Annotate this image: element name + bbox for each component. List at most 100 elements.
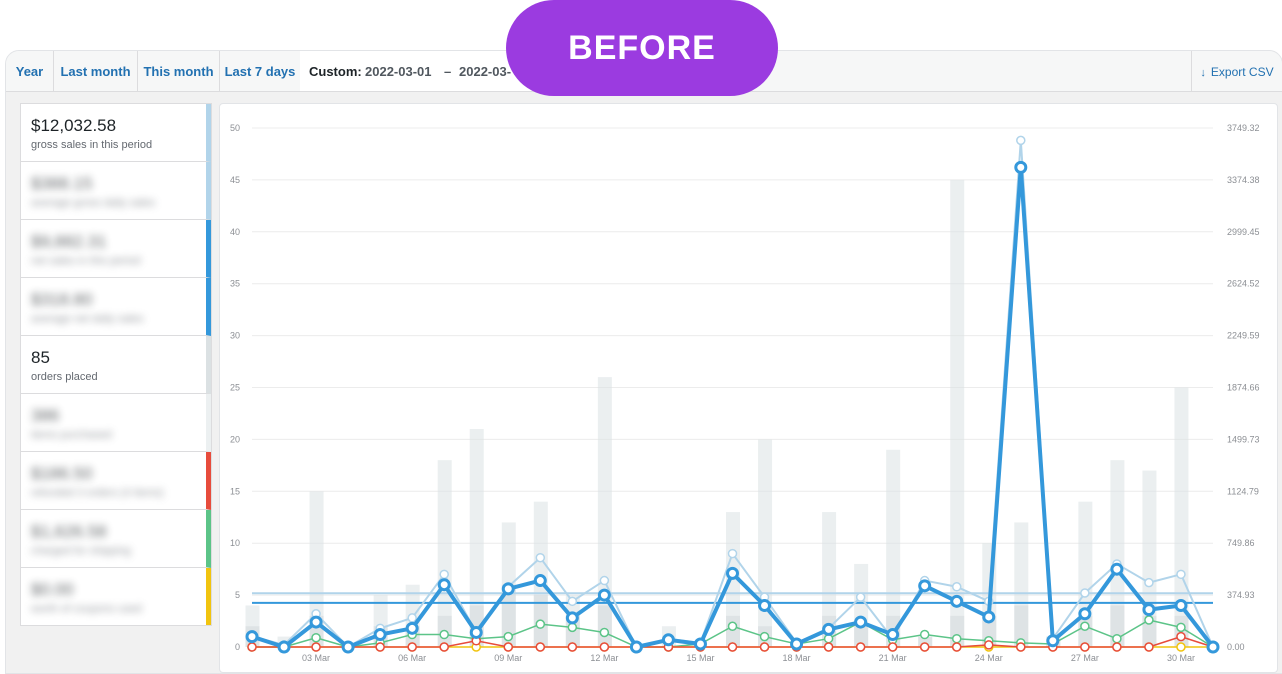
y-tick-label-right: 0.00	[1227, 642, 1245, 652]
before-badge: BEFORE	[506, 0, 778, 96]
legend-label: gross sales in this period	[31, 139, 153, 151]
bar-orders	[886, 449, 901, 647]
net-sales-point	[533, 574, 547, 588]
shipping-point	[535, 619, 546, 629]
legend-label: charged for shipping	[31, 545, 131, 557]
net-sales-point	[1014, 160, 1028, 174]
legend-item[interactable]: 386 items purchased	[21, 394, 211, 452]
net-sales-point	[854, 615, 868, 629]
shipping-point	[1144, 615, 1154, 625]
shipping-point	[1080, 621, 1090, 631]
shipping-point	[727, 621, 738, 631]
bar-orders	[1110, 460, 1125, 647]
net-sales-point	[565, 611, 579, 625]
y-tick-label-right: 3749.32	[1227, 123, 1260, 133]
gross-sales-point	[855, 592, 866, 602]
custom-to-date[interactable]: 2022-03-	[459, 64, 512, 79]
y-tick-label-left: 35	[230, 279, 240, 289]
y-tick-label-left: 5	[235, 590, 240, 600]
gross-sales-point	[1176, 569, 1186, 580]
legend-label: refunded 3 orders (4 items)	[31, 487, 164, 499]
gross-sales-point	[1144, 577, 1154, 588]
shipping-point	[1176, 622, 1186, 633]
refunds-point	[727, 642, 738, 652]
net-sales-point	[437, 578, 451, 592]
refunds-point	[503, 642, 514, 652]
x-tick-label: 12 Mar	[590, 653, 618, 663]
refunds-point	[1016, 642, 1026, 652]
refunds-point	[855, 642, 866, 652]
export-csv-label: Export CSV	[1210, 65, 1274, 79]
y-tick-label-left: 25	[230, 383, 240, 393]
legend-amount: $318.80	[31, 290, 93, 309]
refunds-point	[887, 642, 898, 652]
y-tick-label-right: 374.93	[1227, 590, 1255, 600]
legend-item[interactable]: $9,882.31 net sales in this period	[21, 220, 211, 278]
legend-item[interactable]: $1,626.58 charged for shipping	[21, 510, 211, 568]
legend-amount: $0.00	[31, 580, 74, 599]
legend-label: net sales in this period	[31, 255, 141, 267]
bar-items	[854, 626, 869, 647]
y-tick-label-right: 1499.73	[1227, 434, 1260, 444]
legend-item[interactable]: $0.00 worth of coupons used	[21, 568, 211, 625]
custom-dash: –	[444, 64, 452, 79]
tab-last-month[interactable]: Last month	[54, 51, 138, 91]
y-tick-label-left: 50	[230, 123, 240, 133]
net-sales-point	[661, 633, 675, 647]
legend-label: worth of coupons used	[31, 603, 142, 615]
bar-orders	[437, 460, 452, 647]
refunds-point	[375, 642, 385, 652]
bar-orders	[758, 439, 773, 647]
tab-this-month[interactable]: This month	[138, 51, 220, 91]
legend-item[interactable]: $12,032.58 gross sales in this period	[21, 104, 211, 162]
legend-label: average net daily sales	[31, 313, 144, 325]
gross-sales-point	[599, 575, 610, 586]
x-tick-label: 27 Mar	[1071, 653, 1099, 663]
shipping-point	[919, 629, 930, 640]
y-tick-label-left: 30	[230, 331, 240, 341]
download-arrow-icon: ↓	[1200, 67, 1206, 79]
gross-sales-point	[727, 548, 738, 559]
refunds-point	[1144, 642, 1154, 652]
net-sales-point	[1174, 598, 1188, 612]
custom-from-date[interactable]: 2022-03-01	[365, 64, 432, 79]
gross-sales-point	[1016, 135, 1026, 146]
y-tick-label-right: 2999.45	[1227, 227, 1260, 237]
net-sales-point	[373, 628, 387, 642]
legend-label: average gross daily sales	[31, 197, 156, 209]
refunds-point	[599, 642, 610, 652]
gross-sales-point	[407, 613, 417, 623]
refunds-point	[951, 642, 962, 652]
legend-amount: $186.50	[31, 464, 93, 483]
legend-item[interactable]: 85 orders placed	[21, 336, 211, 394]
y-tick-label-left: 10	[230, 538, 240, 548]
refunds-point	[1112, 642, 1122, 652]
bar-items	[918, 636, 933, 647]
y-tick-label-right: 1124.79	[1227, 486, 1259, 496]
bar-items	[597, 605, 612, 647]
tab-last-7-days[interactable]: Last 7 days	[220, 51, 301, 91]
legend-item[interactable]: $186.50 refunded 3 orders (4 items)	[21, 452, 211, 510]
tab-year[interactable]: Year	[6, 51, 54, 91]
legend-item[interactable]: $388.15 average gross daily sales	[21, 162, 211, 220]
refunds-point	[311, 642, 321, 652]
export-csv-button[interactable]: ↓ Export CSV	[1191, 51, 1282, 91]
sales-chart-svg: 0 0.00 5 374.93 10 749.86 15 1124.79 20 1499.73 25…	[230, 123, 1260, 663]
custom-label: Custom:	[309, 64, 362, 79]
refunds-point	[567, 642, 578, 652]
shipping-point	[1112, 633, 1122, 644]
shipping-point	[599, 627, 610, 638]
net-sales-point	[790, 637, 804, 651]
refunds-point	[535, 642, 546, 652]
y-tick-label-right: 2624.52	[1227, 279, 1260, 289]
legend-amount: $12,032.58	[31, 116, 117, 135]
net-sales-point	[726, 566, 739, 580]
y-tick-label-right: 3374.38	[1227, 175, 1260, 185]
legend-item[interactable]: $318.80 average net daily sales	[21, 278, 211, 336]
x-tick-label: 15 Mar	[686, 653, 714, 663]
bar-orders	[822, 512, 837, 647]
net-sales-point	[918, 579, 932, 593]
refunds-point	[1080, 642, 1090, 652]
net-sales-point	[758, 598, 772, 612]
gross-sales-point	[439, 569, 449, 580]
